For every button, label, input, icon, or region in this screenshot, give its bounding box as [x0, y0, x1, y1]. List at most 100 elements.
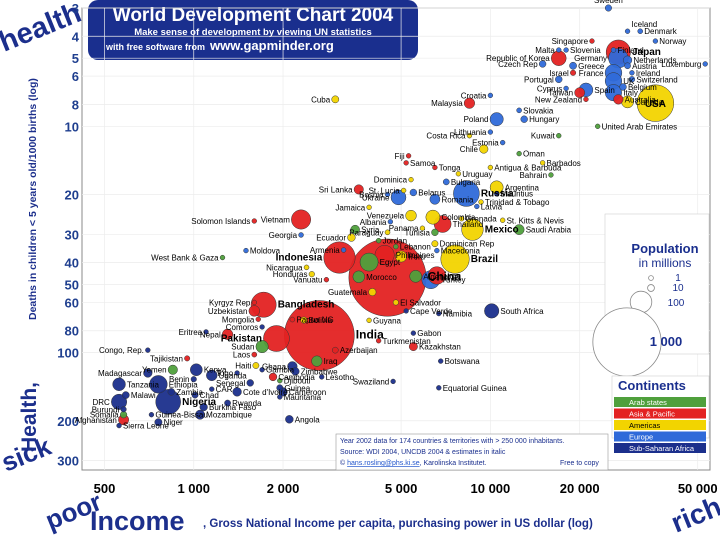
bubble-kuwait[interactable]	[556, 133, 562, 139]
bubble-peru[interactable]	[395, 250, 407, 263]
bubble-tanzania[interactable]	[112, 377, 126, 391]
bubble-fiji[interactable]	[405, 153, 412, 159]
bubble-mauritania[interactable]	[277, 394, 283, 400]
bubble-kazakhstan[interactable]	[408, 342, 418, 352]
bubble-trinidad-tobago[interactable]	[478, 199, 484, 205]
bubble-namibia[interactable]	[436, 310, 442, 317]
bubble-botswana[interactable]	[438, 358, 444, 364]
bubble-azerbaijan[interactable]	[331, 346, 339, 354]
bubble-togo[interactable]	[234, 370, 240, 376]
bubble-cambodia[interactable]	[268, 372, 278, 382]
bubble-tonga[interactable]	[432, 164, 438, 171]
bubble-ireland[interactable]	[629, 70, 635, 76]
bubble-austria[interactable]	[624, 62, 631, 70]
bubble-yemen[interactable]	[167, 364, 178, 375]
bubble-uganda[interactable]	[206, 369, 218, 382]
bubble-norway[interactable]	[652, 38, 659, 44]
bubble-west-bank-gaza[interactable]	[219, 254, 226, 261]
bubble-dominica[interactable]	[408, 176, 414, 183]
bubble-bolivia[interactable]	[300, 316, 308, 324]
bubble-sri-lanka[interactable]	[353, 184, 364, 195]
bubble-gabon[interactable]	[410, 330, 417, 336]
bubble-honduras[interactable]	[308, 271, 315, 278]
bubble-iran[interactable]	[427, 266, 446, 285]
bubble-vanuatu[interactable]	[323, 277, 330, 283]
bubble-zimbabwe[interactable]	[291, 367, 300, 376]
bubble-st-lucia[interactable]	[400, 187, 407, 194]
bubble-australia[interactable]	[613, 94, 624, 105]
bubble-tunisia[interactable]	[431, 228, 439, 236]
bubble-antigua-barbuda[interactable]	[487, 164, 494, 171]
bubble-poland[interactable]	[489, 112, 504, 127]
bubble-macedonia[interactable]	[434, 247, 440, 254]
bubble-finland[interactable]	[610, 47, 617, 53]
bubble-malawi[interactable]	[122, 391, 130, 399]
bubble-benin[interactable]	[190, 376, 197, 383]
bubble-senegal[interactable]	[246, 379, 254, 387]
bubble-mexico[interactable]	[461, 218, 484, 241]
bubble-latvia[interactable]	[474, 203, 480, 210]
bubble-rwanda[interactable]	[224, 399, 231, 407]
bubble-israel[interactable]	[570, 69, 577, 76]
bubble-jordan[interactable]	[375, 237, 382, 244]
bubble-uruguay[interactable]	[455, 171, 462, 177]
bubble-cyprus[interactable]	[563, 85, 569, 92]
bubble-bulgaria[interactable]	[442, 178, 450, 186]
bubble-gambia[interactable]	[259, 367, 265, 373]
bubble-car[interactable]	[209, 386, 215, 392]
bubble-turkmenistan[interactable]	[375, 338, 382, 344]
bubble-costa-rica[interactable]	[466, 133, 473, 139]
bubble-iraq[interactable]	[311, 355, 323, 367]
gapminder-site-link[interactable]: www.gapminder.org	[209, 38, 334, 53]
bubble-lebanon[interactable]	[393, 243, 399, 250]
bubble-oman[interactable]	[516, 150, 522, 157]
bubble-vietnam[interactable]	[291, 209, 311, 230]
bubble-kyrgyz-rep[interactable]	[251, 299, 257, 306]
bubble-ethiopia[interactable]	[149, 375, 168, 394]
bubble-armenia[interactable]	[340, 247, 347, 253]
bubble-usa[interactable]	[636, 84, 675, 122]
bubble-colombia[interactable]	[425, 209, 441, 225]
bubble-croatia[interactable]	[487, 92, 494, 99]
bubble-somalia[interactable]	[120, 411, 128, 419]
bubble-chile[interactable]	[479, 144, 489, 154]
bubble-slovakia[interactable]	[516, 107, 522, 114]
bubble-bahrain[interactable]	[548, 172, 554, 178]
bubble-lesotho[interactable]	[319, 374, 325, 380]
bubble-cote-d-ivoire[interactable]	[232, 387, 242, 397]
bubble-slovenia[interactable]	[563, 47, 569, 53]
bubble-haiti[interactable]	[252, 362, 260, 369]
bubble-laos[interactable]	[251, 351, 258, 358]
bubble-estonia[interactable]	[500, 139, 506, 146]
bubble-burundi[interactable]	[120, 406, 127, 413]
bubble-denmark[interactable]	[637, 28, 643, 34]
bubble-indonesia[interactable]	[323, 241, 356, 274]
bubble-belarus[interactable]	[409, 188, 418, 197]
bubble-united-arab-emirates[interactable]	[595, 123, 601, 129]
bubble-albania[interactable]	[387, 219, 393, 225]
bubble-paraguay[interactable]	[384, 229, 391, 236]
bubble-grenada[interactable]	[458, 216, 465, 222]
bubble-algeria[interactable]	[409, 270, 422, 283]
bubble-madagascar[interactable]	[143, 368, 153, 378]
bubble-saudi-arabia[interactable]	[513, 224, 525, 235]
bubble-switzerland[interactable]	[628, 76, 636, 83]
bubble-barbados[interactable]	[539, 160, 546, 166]
bubble-jamaica[interactable]	[366, 204, 372, 210]
bubble-belgium[interactable]	[619, 83, 627, 91]
author-email-link[interactable]: hans.rosling@phs.ki.se	[347, 460, 420, 467]
bubble-ecuador[interactable]	[347, 233, 356, 242]
bubble-taiwan[interactable]	[574, 87, 585, 98]
bubble-el-salvador[interactable]	[392, 299, 399, 306]
bubble-guinea-bissau[interactable]	[148, 412, 155, 418]
bubble-moldova[interactable]	[243, 247, 249, 254]
bubble-georgia[interactable]	[298, 232, 304, 238]
bubble-st-kitts-nevis[interactable]	[500, 217, 506, 223]
bubble-dominican-rep[interactable]	[431, 240, 439, 248]
bubble-bosnia[interactable]	[384, 191, 391, 198]
bubble-venezuela[interactable]	[405, 209, 417, 222]
bubble-guyana[interactable]	[366, 317, 372, 324]
bubble-morocco[interactable]	[352, 270, 365, 283]
bubble-panama[interactable]	[419, 225, 426, 231]
bubble-malaysia[interactable]	[463, 97, 475, 109]
